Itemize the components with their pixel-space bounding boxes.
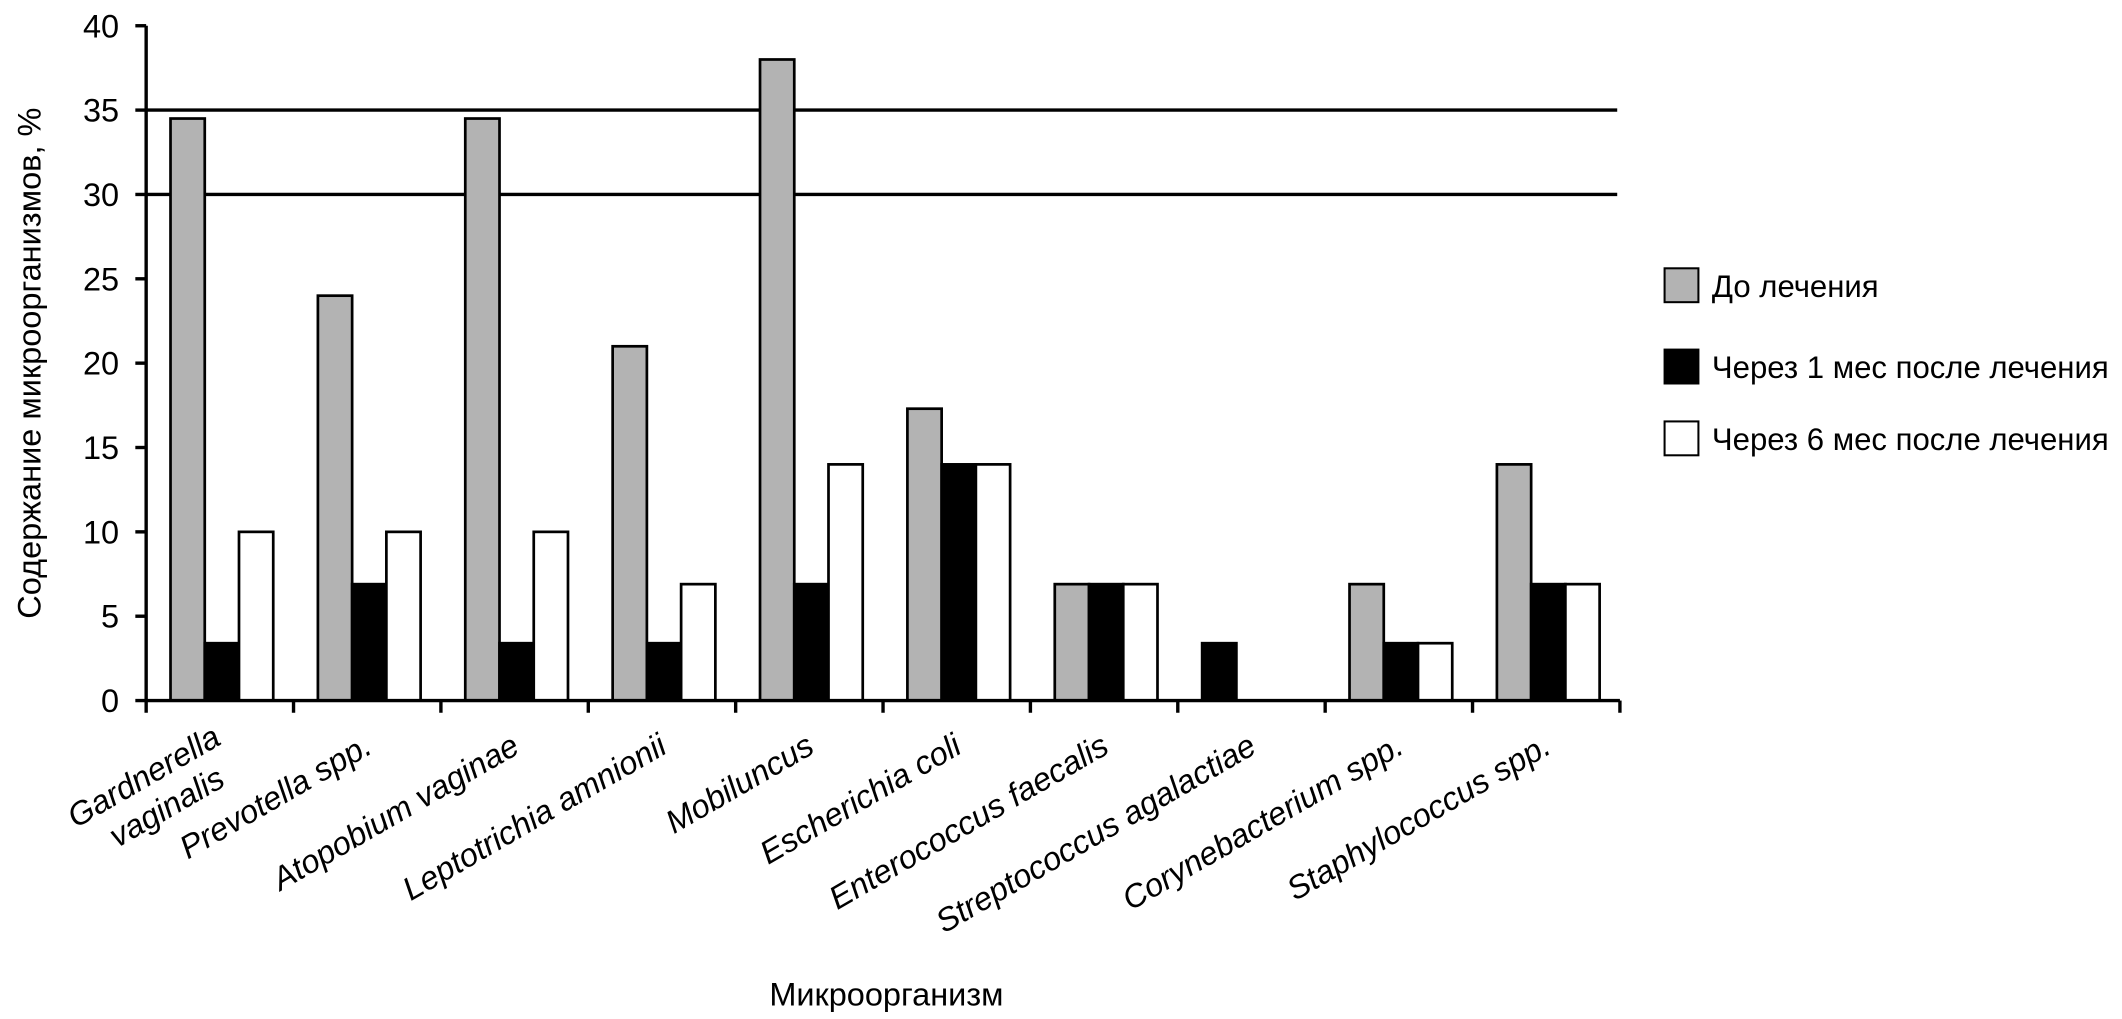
- bar-prevotella-spp-series-3: [385, 530, 422, 702]
- bar-atopobium-vaginae-series-1: [463, 117, 501, 702]
- y-tick-label-10: 10: [83, 514, 119, 550]
- y-tick-label-40: 40: [83, 8, 119, 44]
- x-tick-label-group-corynebacterium-spp: Corynebacterium spp.: [1116, 727, 1409, 917]
- bar-escherichia-coli-series-2: [940, 463, 978, 702]
- bar-leptotrichia-amnionii-series-3: [679, 582, 717, 702]
- y-tick-label-0: 0: [101, 683, 119, 719]
- x-tick-label-group-staphylococcus-spp: Staphylococcus spp.: [1281, 727, 1557, 907]
- bar-leptotrichia-amnionii-series-2: [645, 641, 683, 702]
- bar-corynebacterium-spp-series-2: [1382, 641, 1420, 702]
- y-tick-label-30: 30: [83, 177, 119, 213]
- legend-label-series-3: Через 6 мес после лечения: [1712, 422, 2109, 457]
- x-tick-label-staphylococcus-spp: Staphylococcus spp.: [1281, 727, 1557, 907]
- y-tick-label-25: 25: [83, 261, 119, 297]
- bar-staphylococcus-spp-series-3: [1564, 582, 1601, 702]
- y-tick-label-20: 20: [83, 346, 119, 382]
- y-tick-label-5: 5: [101, 599, 119, 635]
- bar-enterococcus-faecalis-series-3: [1121, 582, 1159, 702]
- bar-gardnerella-vaginalis-series-3: [237, 530, 275, 702]
- bar-corynebacterium-spp-series-3: [1416, 641, 1454, 702]
- bar-staphylococcus-spp-series-2: [1529, 582, 1567, 702]
- legend-label-series-1: До лечения: [1712, 269, 1879, 304]
- x-tick-label-leptotrichia-amnionii: Leptotrichia amnionii: [396, 727, 673, 908]
- y-axis-title: Содержание микроорганизмов, %: [12, 108, 48, 619]
- bar-escherichia-coli-series-3: [974, 463, 1012, 702]
- bar-corynebacterium-spp-series-1: [1348, 582, 1386, 702]
- legend-swatch-series-1: [1663, 267, 1700, 304]
- bar-prevotella-spp-series-1: [316, 294, 354, 702]
- y-tick-label-15: 15: [83, 430, 119, 466]
- bar-mobiluncus-series-1: [758, 58, 796, 702]
- bar-mobiluncus-series-3: [827, 463, 865, 702]
- bar-enterococcus-faecalis-series-2: [1087, 582, 1125, 702]
- bar-leptotrichia-amnionii-series-1: [611, 344, 649, 702]
- gridlines: [146, 108, 1618, 197]
- x-tick-label-atopobium-vaginae: Atopobium vaginae: [264, 727, 525, 898]
- x-tick-label-corynebacterium-spp: Corynebacterium spp.: [1116, 727, 1409, 917]
- bar-prevotella-spp-series-2: [350, 582, 388, 702]
- bar-atopobium-vaginae-series-2: [498, 641, 536, 702]
- y-tick-label-35: 35: [83, 93, 119, 129]
- legend: До лечения Через 1 мес после лечения Через…: [1663, 267, 2109, 457]
- x-tick-label-group-atopobium-vaginae: Atopobium vaginae: [264, 727, 525, 898]
- bar-escherichia-coli-series-1: [906, 407, 943, 702]
- bars: [169, 58, 1601, 702]
- bar-enterococcus-faecalis-series-1: [1053, 582, 1091, 702]
- bar-gardnerella-vaginalis-series-1: [169, 117, 207, 702]
- legend-swatch-series-2: [1663, 348, 1700, 385]
- bar-atopobium-vaginae-series-3: [532, 530, 570, 702]
- bar-mobiluncus-series-2: [792, 582, 830, 702]
- x-tick-label-group-leptotrichia-amnionii: Leptotrichia amnionii: [396, 727, 673, 908]
- bar-staphylococcus-spp-series-1: [1495, 463, 1533, 702]
- bar-gardnerella-vaginalis-series-2: [203, 641, 241, 702]
- x-axis-title: Микроорганизм: [769, 976, 1003, 1012]
- legend-label-series-2: Через 1 мес после лечения: [1712, 350, 2109, 385]
- bar-streptococcus-agalactiae-series-2: [1200, 641, 1238, 702]
- axes: [135, 24, 1622, 713]
- legend-swatch-series-3: [1663, 420, 1700, 457]
